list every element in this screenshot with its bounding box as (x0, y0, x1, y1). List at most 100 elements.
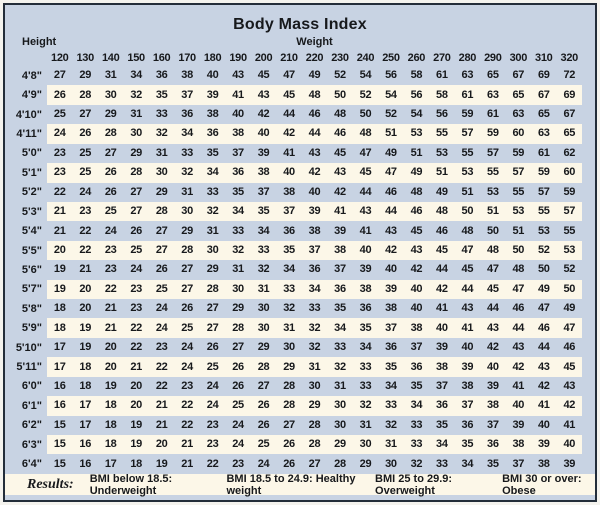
bmi-cell: 32 (385, 418, 397, 431)
bmi-cell: 41 (283, 146, 295, 159)
bmi-cell: 31 (104, 69, 117, 82)
bmi-cell: 39 (461, 360, 474, 373)
bmi-cell: 35 (359, 321, 372, 334)
bmi-cell: 41 (461, 321, 474, 334)
bmi-cell: 42 (563, 399, 576, 412)
bmi-cell: 58 (436, 88, 448, 101)
bmi-cell: 44 (385, 205, 397, 218)
bmi-cell: 61 (537, 146, 550, 159)
bmi-cell: 34 (283, 263, 295, 276)
bmi-cell: 33 (410, 438, 423, 451)
bmi-cell: 23 (104, 244, 117, 256)
row-band: 16 17 18 20 21 22 24 25 26 28 29 30 32 33 34 36 37 38 40 41… (47, 396, 582, 416)
bmi-cell: 53 (537, 224, 550, 237)
bmi-cell: 55 (461, 146, 474, 159)
bmi-cell: 41 (563, 418, 576, 431)
bmi-cell: 30 (334, 418, 346, 431)
legend-overweight: BMI 25 to 29.9: Overweight (375, 472, 453, 497)
bmi-cell: 59 (537, 166, 550, 179)
bmi-cell: 55 (563, 224, 576, 237)
bmi-cell: 48 (308, 88, 321, 101)
bmi-cell: 21 (130, 360, 142, 373)
bmi-cell: 31 (232, 263, 244, 276)
bmi-cell: 22 (181, 399, 193, 412)
bmi-cell: 18 (104, 438, 117, 451)
bmi-cell: 45 (461, 263, 474, 276)
bmi-cell: 52 (537, 244, 550, 256)
bmi-cell: 19 (79, 321, 92, 334)
bmi-cell: 35 (155, 88, 168, 101)
bmi-cell: 36 (155, 69, 168, 82)
bmi-cell: 46 (385, 185, 397, 198)
bmi-cell: 36 (283, 224, 295, 237)
row-band: 23 25 27 29 31 33 35 37 39 41 43 45 47 49 51 53 55 57 59 61… (47, 144, 582, 163)
bmi-cell: 27 (206, 321, 219, 334)
bmi-cell: 18 (53, 321, 66, 334)
bmi-cell: 30 (232, 282, 244, 295)
bmi-cell: 51 (512, 224, 525, 237)
bmi-cell: 29 (257, 341, 270, 354)
bmi-cell: 22 (130, 321, 142, 334)
row-band: 15 16 18 19 20 21 23 24 25 26 28 29 30 31 33 34 35 36 38 39… (47, 435, 582, 455)
bmi-cell: 30 (308, 379, 321, 392)
bmi-cell: 22 (181, 418, 193, 431)
table-row: 5'11" 17 18 20 21 22 24 25 26 28 29 31 32 33 35 36 38 39 4… (5, 357, 595, 377)
bmi-cell: 15 (53, 457, 66, 470)
bmi-cell: 32 (155, 127, 168, 140)
bmi-cell: 27 (155, 244, 168, 256)
bmi-cell: 30 (359, 438, 372, 451)
bmi-cell: 48 (512, 263, 525, 276)
bmi-cell: 30 (257, 302, 270, 315)
weight-axis-label: Weight (296, 36, 333, 48)
bmi-cell: 63 (487, 88, 499, 101)
bmi-cell: 67 (512, 69, 525, 82)
bmi-cell: 20 (130, 399, 142, 412)
bmi-cell: 32 (283, 302, 295, 315)
bmi-cell: 44 (461, 282, 474, 295)
bmi-cell: 40 (563, 438, 576, 451)
bmi-cell: 60 (512, 127, 525, 140)
bmi-cell: 28 (181, 244, 193, 256)
bmi-cell: 46 (436, 224, 448, 237)
bmi-cell: 61 (436, 69, 448, 82)
bmi-cell: 45 (410, 224, 423, 237)
bmi-cell: 44 (436, 263, 448, 276)
bmi-cell: 28 (334, 457, 346, 470)
bmi-cell: 57 (487, 146, 499, 159)
table-row: 4'10" 25 27 29 31 33 36 38 40 42 44 46 48 50 52 54 56 59 6… (5, 105, 595, 124)
bmi-cell: 38 (334, 244, 346, 256)
bmi-cell: 52 (385, 108, 397, 121)
bmi-cell: 40 (487, 360, 499, 373)
bmi-cell: 55 (537, 205, 550, 218)
bmi-cell: 38 (461, 379, 474, 392)
bmi-cell: 42 (436, 282, 448, 295)
bmi-cell: 69 (537, 69, 550, 82)
bmi-cell: 28 (79, 88, 92, 101)
row-band: 19 20 22 23 25 27 28 30 31 33 34 36 38 39 40 42 44 45 47 49… (47, 279, 582, 300)
bmi-cell: 26 (104, 185, 117, 198)
bmi-cell: 44 (537, 341, 550, 354)
bmi-cell: 22 (79, 224, 92, 237)
weight-header-cell: 270 (433, 51, 451, 64)
bmi-cell: 50 (563, 282, 576, 295)
bmi-cell: 41 (436, 302, 448, 315)
bmi-cell: 33 (232, 224, 244, 237)
bmi-cell: 37 (512, 457, 525, 470)
bmi-cell: 28 (308, 438, 321, 451)
weight-header-cell: 310 (535, 51, 553, 64)
bmi-cell: 24 (232, 438, 244, 451)
bmi-cell: 63 (537, 127, 550, 140)
bmi-cell: 31 (181, 185, 193, 198)
bmi-cell: 40 (410, 282, 423, 295)
bmi-cell: 32 (232, 244, 244, 256)
row-height-label: 5'8" (21, 302, 42, 315)
bmi-cell: 23 (104, 263, 117, 276)
table-row: 4'8" 27 29 31 34 36 38 40 43 45 47 49 52 54 56 58 61 63 65… (5, 66, 595, 85)
bmi-cell: 45 (257, 69, 270, 82)
weight-header-row: 120 130 140 150 160 170 180 190 200 210 220 230 240 2… (5, 50, 595, 66)
bmi-cell: 35 (436, 418, 448, 431)
row-height-label: 5'4" (21, 225, 42, 238)
bmi-cell: 22 (53, 185, 66, 198)
bmi-cell: 26 (104, 166, 117, 179)
bmi-cell: 26 (283, 457, 295, 470)
